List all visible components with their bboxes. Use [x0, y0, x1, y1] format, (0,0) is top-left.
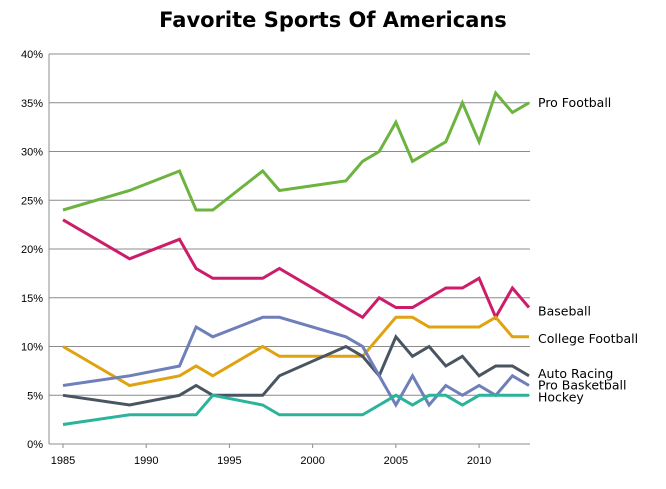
y-tick-label: 20%	[21, 244, 43, 256]
series-line-baseball	[62, 218, 531, 321]
series-label-auto-racing: Auto Racing	[538, 366, 613, 381]
y-tick-label: 5%	[27, 390, 43, 402]
x-tick-label: 1985	[51, 455, 75, 467]
y-tick-label: 15%	[21, 293, 43, 305]
y-tick-label: 35%	[21, 98, 43, 110]
y-tick-label: 0%	[27, 439, 43, 451]
series-line-pro-basketball	[62, 315, 530, 409]
series-label-hockey: Hockey	[538, 389, 584, 404]
x-tick-label: 1995	[217, 455, 241, 467]
x-tick-label: 2010	[467, 455, 491, 467]
x-tick-label: 2000	[300, 455, 324, 467]
series-line-pro-football	[62, 90, 530, 212]
series-label-pro-basketball: Pro Basketball	[538, 378, 626, 393]
y-tick-label: 40%	[21, 49, 43, 61]
y-tick-label: 10%	[21, 342, 43, 354]
series-label-pro-football: Pro Football	[538, 95, 611, 110]
series-label-baseball: Baseball	[538, 304, 591, 319]
x-tick-label: 2005	[384, 455, 408, 467]
series-line-hockey	[62, 393, 529, 426]
x-tick-label: 1990	[134, 455, 158, 467]
y-tick-label: 25%	[21, 195, 43, 207]
y-tick-label: 30%	[21, 147, 43, 159]
series-label-college-football: College Football	[538, 331, 638, 346]
chart-title: Favorite Sports Of Americans	[159, 8, 507, 32]
